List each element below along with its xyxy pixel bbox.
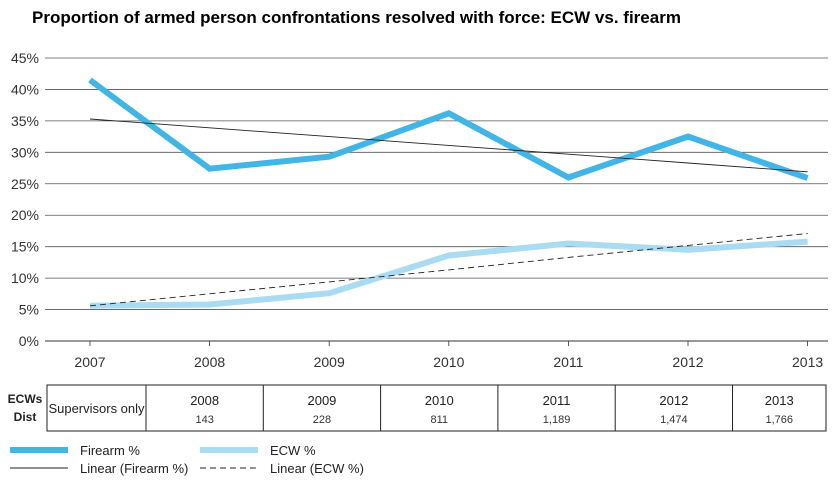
table-cell-year: 2008 (190, 393, 219, 408)
series-line-linear-firearm (89, 118, 808, 173)
y-tick-label: 5% (19, 302, 39, 318)
y-axis: 0% 5% 10% 15% 20% 25% 30% 35% 40% 45% (11, 50, 39, 349)
y-tick-label: 45% (11, 50, 39, 66)
y-tick-label: 25% (11, 176, 39, 192)
legend-label-linear-firearm: Linear (Firearm %) (80, 461, 188, 476)
x-tick-label: 2011 (553, 354, 583, 370)
y-tick-label: 10% (11, 270, 39, 286)
y-tick-label: 35% (11, 113, 39, 129)
table-cell-year: 2009 (307, 393, 336, 408)
legend: Firearm % ECW % Linear (Firearm %) Linear (… (10, 443, 364, 476)
table-cell-supervisors: Supervisors only (48, 401, 145, 416)
table-cell-year: 2012 (659, 393, 688, 408)
x-tick-label: 2008 (194, 354, 225, 370)
y-tick-label: 40% (11, 81, 39, 97)
y-tick-label: 0% (19, 333, 39, 349)
chart-title: Proportion of armed person confrontation… (32, 8, 681, 27)
table-cell-value: 1,766 (765, 414, 793, 426)
series-group (88, 77, 809, 309)
y-tick-label: 20% (11, 207, 39, 223)
x-tick-label: 2007 (74, 354, 105, 370)
x-tick-label: 2009 (314, 354, 345, 370)
table-cell-value: 1,474 (660, 414, 688, 426)
y-tick-label: 30% (11, 144, 39, 160)
x-tick-label: 2010 (433, 354, 464, 370)
x-tick-label: 2012 (672, 354, 703, 370)
table-cell-value: 811 (430, 414, 448, 426)
series-line-linear-ecw (89, 233, 808, 307)
table-header-line1: ECWs (8, 392, 43, 406)
series-line-firearm (88, 77, 809, 181)
legend-label-linear-ecw: Linear (ECW %) (270, 461, 364, 476)
x-tick-label: 2013 (792, 354, 823, 370)
table-cell-value: 228 (313, 414, 331, 426)
x-axis: 2007 2008 2009 2010 2011 2012 2013 (74, 341, 823, 370)
ecw-distribution-table: ECWs Dist Supervisors only 2008 143 2009 228 20… (8, 384, 827, 432)
table-cell-year: 2011 (543, 393, 571, 408)
table-cell-year: 2013 (765, 393, 794, 408)
legend-label-firearm: Firearm % (80, 443, 140, 458)
table-header-line2: Dist (14, 410, 37, 424)
y-tick-label: 15% (11, 239, 39, 255)
series-line-ecw (89, 238, 808, 309)
table-cell-value: 143 (195, 414, 213, 426)
table-border (46, 384, 827, 432)
legend-label-ecw: ECW % (270, 443, 316, 458)
table-cell-value: 1,189 (543, 414, 571, 426)
grid (45, 57, 828, 342)
table-cell-year: 2010 (425, 393, 454, 408)
